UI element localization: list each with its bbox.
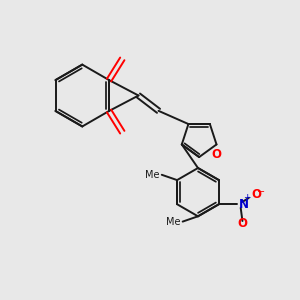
Text: Me: Me <box>145 170 159 180</box>
Text: Me: Me <box>166 217 180 226</box>
Text: N: N <box>239 198 249 211</box>
Text: O: O <box>238 218 248 230</box>
Text: O: O <box>212 148 221 161</box>
Text: O: O <box>252 188 262 201</box>
Text: −: − <box>256 188 265 197</box>
Text: +: + <box>243 193 250 202</box>
